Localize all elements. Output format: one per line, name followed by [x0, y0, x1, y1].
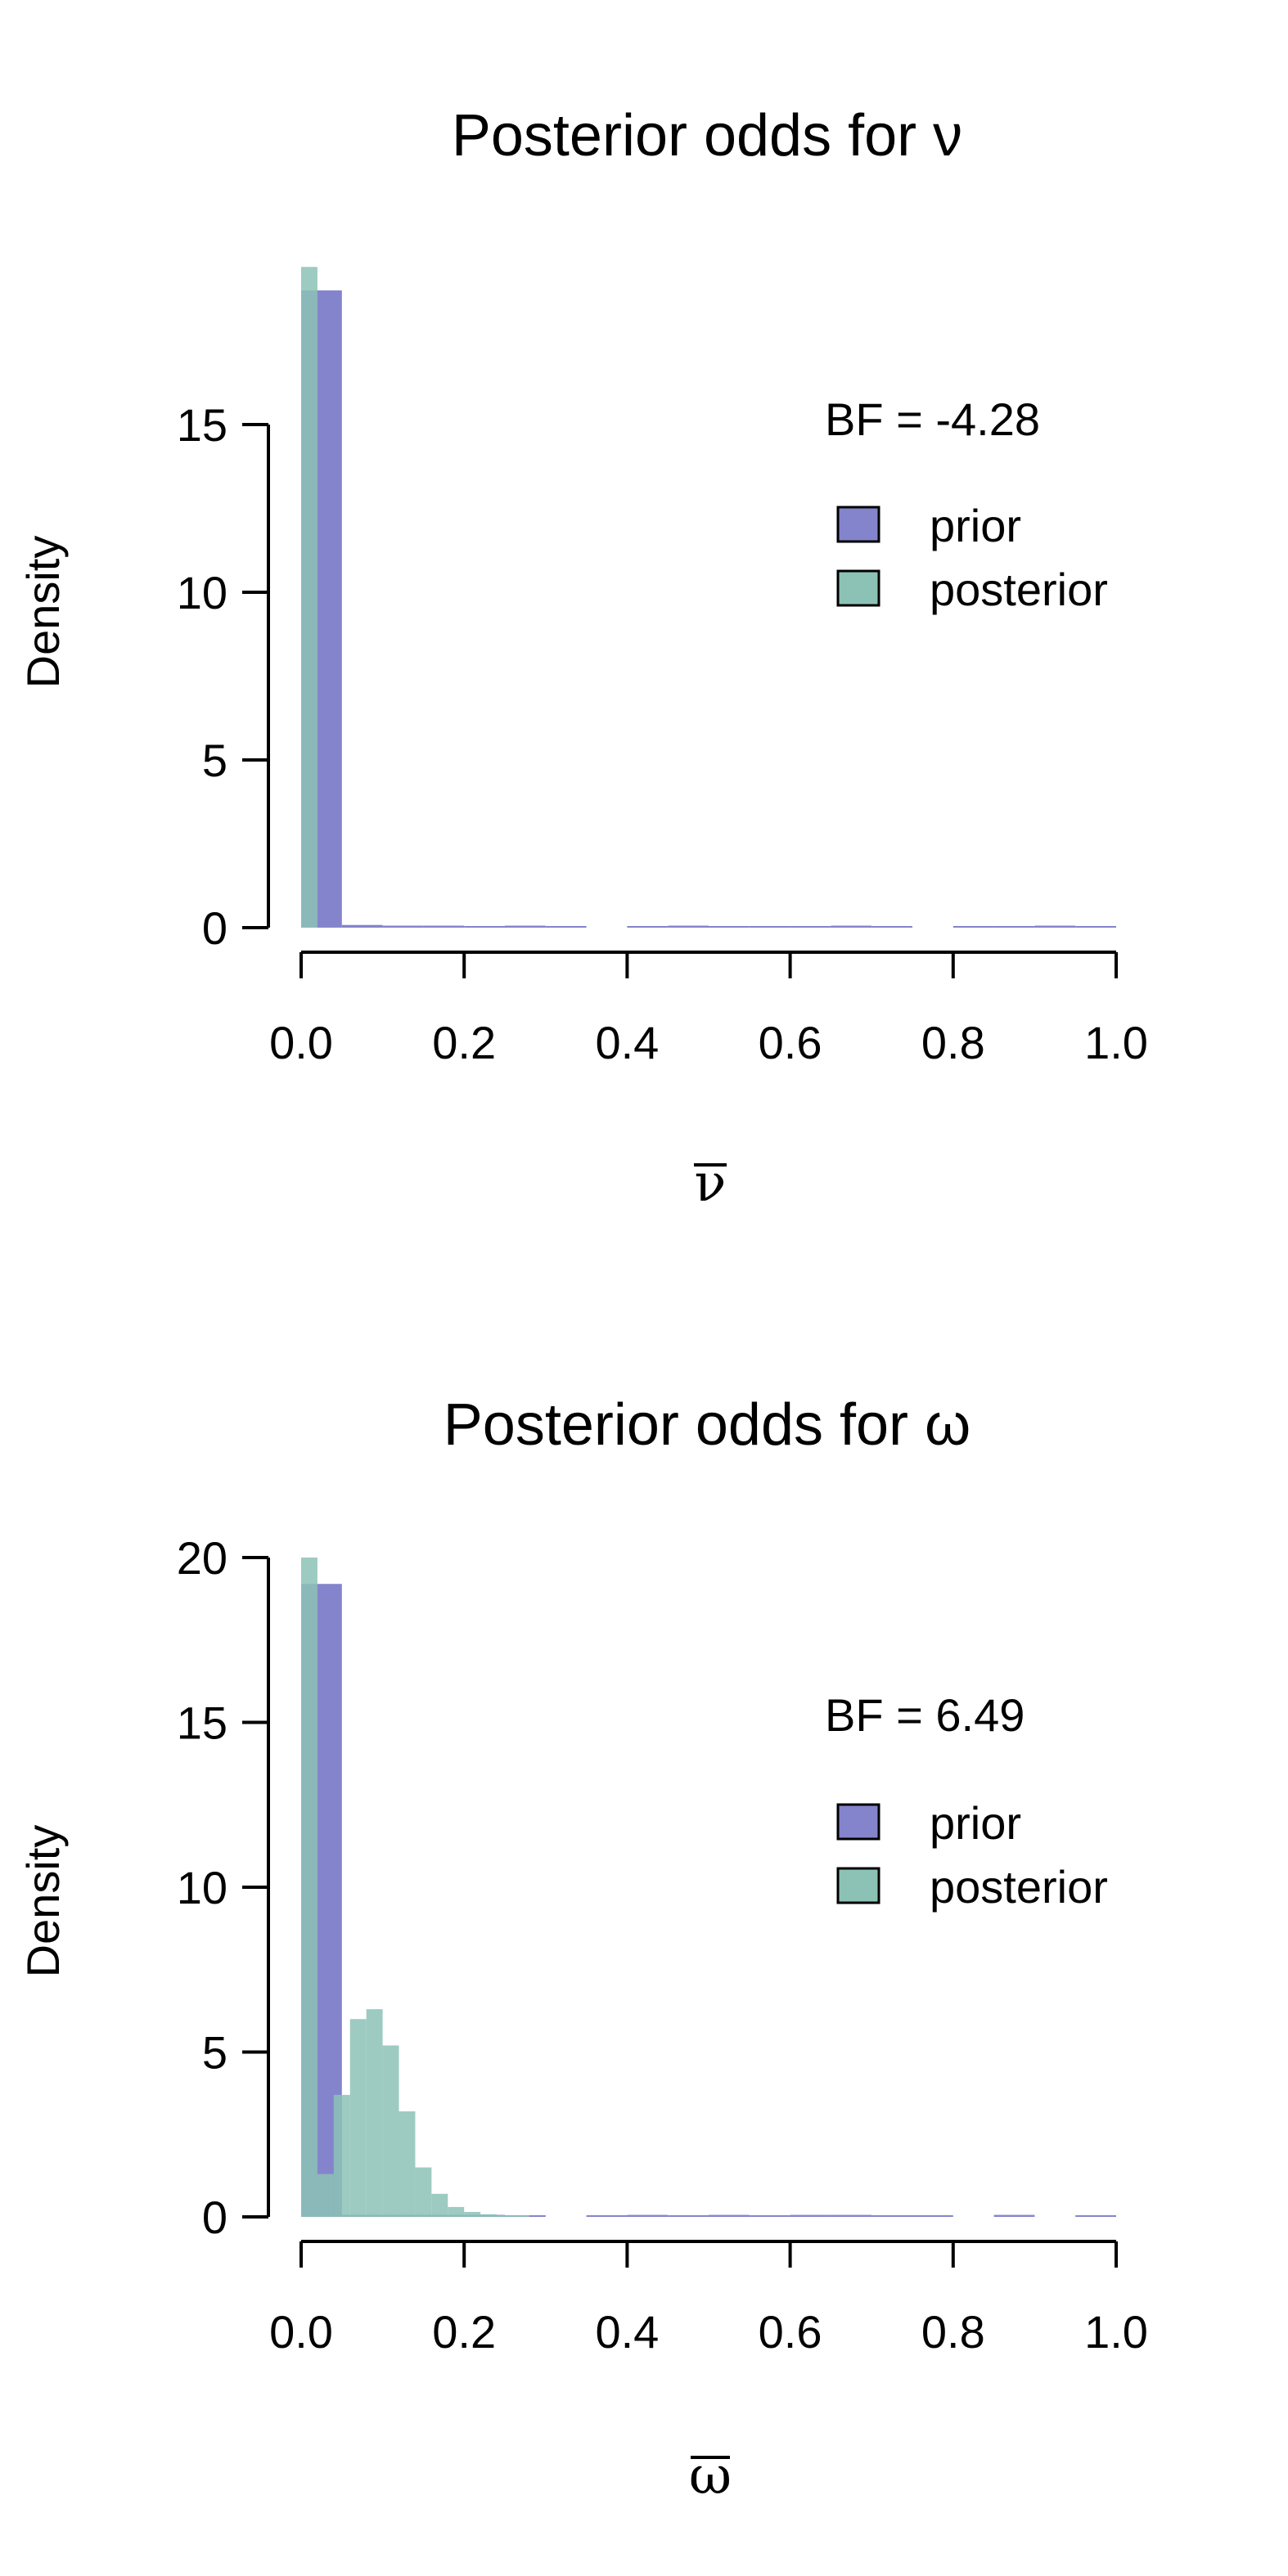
x-tick-label: 0.0	[269, 2306, 333, 2358]
y-tick-label: 0	[202, 2192, 227, 2243]
panel-omega: Posterior odds for ω Density 0 5 10 15 20 0.0…	[17, 1392, 1148, 2506]
prior-bar	[871, 2215, 912, 2217]
prior-bar	[382, 925, 424, 928]
x-tick-label: 0.8	[921, 2306, 985, 2358]
panel-nu: Posterior odds for ν Density 0 5 10 15 0.0 0.…	[17, 103, 1148, 1214]
y-tick-label: 5	[202, 735, 227, 786]
legend-swatch-prior	[836, 1803, 880, 1841]
prior-bar	[993, 2214, 1035, 2217]
legend-label-posterior: posterior	[930, 564, 1108, 615]
prior-bar	[790, 926, 831, 928]
prior-bar	[993, 926, 1035, 928]
prior-bar	[912, 2215, 953, 2217]
prior-bar	[871, 926, 912, 928]
y-tick-label: 0	[202, 902, 227, 954]
prior-bar	[1034, 925, 1076, 928]
x-axis-label: ω	[689, 2446, 732, 2506]
posterior-bar	[301, 1558, 317, 2217]
prior-bar	[668, 925, 709, 928]
posterior-bar	[431, 2193, 448, 2217]
prior-bar	[709, 2214, 750, 2217]
legend-swatch-posterior	[836, 569, 880, 607]
legend: prior posterior	[836, 1797, 1108, 1913]
prior-bar	[952, 926, 994, 928]
prior-bar	[749, 926, 790, 928]
bayes-factor-annotation: BF = -4.28	[825, 393, 1040, 445]
x-tick-label: 0.4	[595, 2306, 659, 2358]
prior-bar	[627, 2214, 669, 2217]
x-tick-label: 0.6	[759, 2306, 822, 2358]
x-tick-label: 0.4	[595, 1017, 659, 1068]
posterior-bar	[415, 2167, 432, 2217]
x-axis-label: ν	[695, 1153, 727, 1214]
x-tick-label: 1.0	[1084, 2306, 1148, 2358]
y-tick-label: 15	[177, 399, 227, 451]
prior-bar	[831, 2214, 872, 2217]
prior-bar	[586, 2215, 628, 2217]
x-tick-label: 0.8	[921, 1017, 985, 1068]
prior-bar	[627, 926, 669, 928]
y-tick-label: 20	[177, 1532, 227, 1584]
legend-swatch-prior	[836, 506, 880, 543]
axes: 0 5 10 15 0.0 0.2 0.4 0.6 0.8 1.0	[177, 399, 1148, 1068]
prior-bar	[668, 2215, 709, 2217]
legend-swatch-posterior	[836, 1867, 880, 1904]
y-tick-label: 5	[202, 2027, 227, 2079]
posterior-bar	[382, 2045, 399, 2217]
posterior-bar	[512, 2215, 529, 2217]
prior-bar	[749, 2215, 790, 2217]
prior-bar	[341, 924, 383, 928]
posterior-bar	[464, 2211, 481, 2217]
bayes-factor-annotation: BF = 6.49	[825, 1689, 1025, 1741]
axes: 0 5 10 15 20 0.0 0.2 0.4 0.6 0.8 1.0	[177, 1532, 1148, 2358]
chart-title: Posterior odds for ν	[452, 103, 962, 169]
prior-bar	[423, 925, 465, 928]
legend: prior posterior	[836, 500, 1108, 615]
y-axis-label: Density	[17, 1825, 69, 1978]
posterior-bars	[301, 267, 317, 928]
x-tick-label: 0.6	[759, 1017, 822, 1068]
posterior-bar	[349, 2019, 367, 2217]
x-tick-label: 1.0	[1084, 1017, 1148, 1068]
prior-bar	[831, 925, 872, 928]
x-tick-label: 0.2	[432, 2306, 496, 2358]
legend-label-posterior: posterior	[930, 1861, 1108, 1913]
posterior-bar	[301, 267, 317, 928]
posterior-bar	[333, 2094, 350, 2217]
chart-title: Posterior odds for ω	[444, 1392, 971, 1458]
legend-label-prior: prior	[930, 500, 1021, 551]
posterior-bar	[317, 2174, 334, 2217]
posterior-bar	[448, 2206, 465, 2217]
y-tick-label: 10	[177, 567, 227, 618]
prior-bar	[505, 925, 546, 928]
y-tick-label: 10	[177, 1862, 227, 1913]
legend-label-prior: prior	[930, 1797, 1021, 1849]
prior-bar	[545, 926, 587, 928]
x-tick-label: 0.0	[269, 1017, 333, 1068]
posterior-bar	[480, 2214, 498, 2217]
posterior-bar	[497, 2214, 513, 2217]
x-tick-label: 0.2	[432, 1017, 496, 1068]
posterior-bar	[366, 2009, 383, 2217]
prior-bar	[790, 2214, 831, 2217]
prior-bar	[1075, 926, 1116, 928]
posterior-bar	[399, 2111, 416, 2217]
y-tick-label: 15	[177, 1697, 227, 1749]
prior-bar	[1075, 2215, 1116, 2217]
posterior-bars	[301, 1558, 529, 2217]
prior-bar	[464, 926, 505, 928]
y-axis-label: Density	[17, 536, 69, 689]
prior-bar	[709, 926, 750, 928]
